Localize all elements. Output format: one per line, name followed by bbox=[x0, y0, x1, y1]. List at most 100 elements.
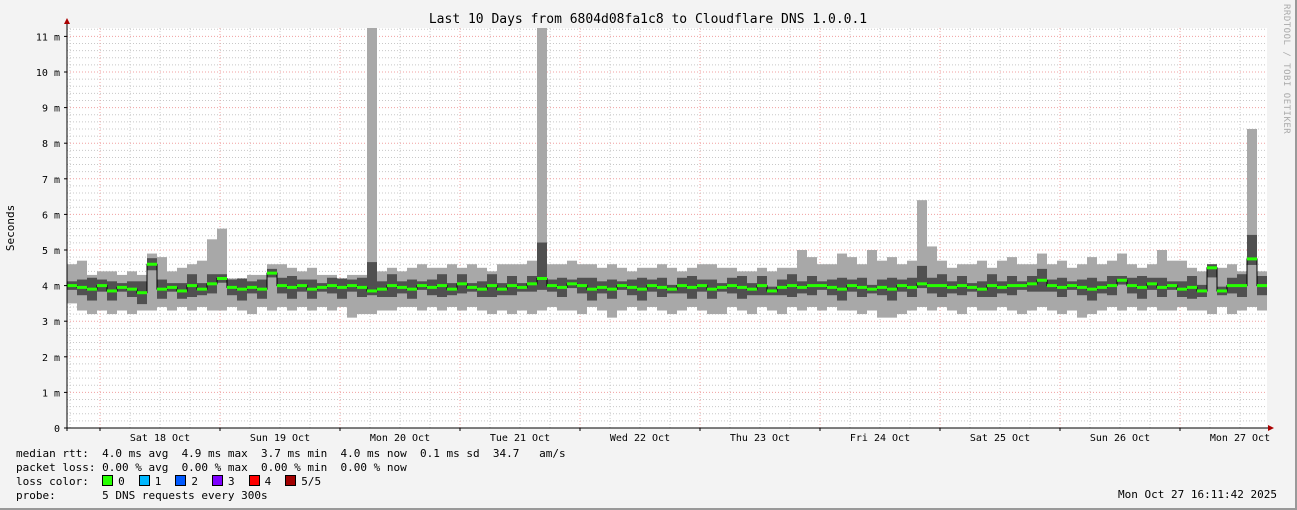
median-point bbox=[827, 285, 837, 289]
median-point bbox=[127, 287, 137, 291]
y-tick-label: 3 m bbox=[42, 317, 60, 328]
median-point bbox=[397, 285, 407, 289]
smoke-band bbox=[537, 28, 547, 311]
x-tick-label: Sat 25 Oct bbox=[970, 433, 1030, 444]
median-point bbox=[1097, 285, 1107, 289]
median-point bbox=[317, 285, 327, 289]
median-point bbox=[857, 285, 867, 289]
median-point bbox=[907, 285, 917, 289]
median-point bbox=[287, 285, 297, 289]
median-point bbox=[457, 282, 467, 286]
median-point bbox=[677, 284, 687, 288]
loss-color-item: 2 bbox=[175, 475, 198, 488]
median-point bbox=[807, 284, 817, 288]
median-point bbox=[517, 285, 527, 289]
median-point bbox=[167, 285, 177, 289]
loss-color-value: 2 bbox=[191, 475, 198, 488]
median-point bbox=[67, 284, 77, 288]
median-point bbox=[957, 284, 967, 288]
median-point bbox=[787, 284, 797, 288]
chart-title: Last 10 Days from 6804d08fa1c8 to Cloudf… bbox=[429, 12, 867, 27]
smoke-band bbox=[367, 28, 377, 315]
median-point bbox=[1107, 284, 1117, 288]
y-axis-arrow bbox=[64, 18, 70, 24]
median-point bbox=[1187, 285, 1197, 289]
median-point bbox=[1147, 282, 1157, 286]
loss-color-swatch bbox=[285, 475, 297, 486]
loss-color-value: 3 bbox=[227, 475, 235, 488]
median-point bbox=[607, 287, 617, 291]
median-point bbox=[737, 285, 747, 289]
median-point bbox=[1007, 284, 1017, 288]
smoke-band bbox=[347, 274, 357, 318]
median-point bbox=[377, 287, 387, 291]
median-point bbox=[1037, 278, 1047, 282]
median-point bbox=[1157, 285, 1167, 289]
median-point bbox=[1207, 266, 1217, 270]
loss-color-value: 5/5 bbox=[301, 475, 322, 488]
median-point bbox=[1137, 285, 1147, 289]
timestamp: Mon Oct 27 16:11:42 2025 bbox=[1118, 488, 1277, 501]
loss-color-swatch bbox=[102, 475, 114, 486]
median-point bbox=[87, 287, 97, 291]
median-point bbox=[597, 285, 607, 289]
x-tick-label: Tue 21 Oct bbox=[490, 433, 550, 444]
median-point bbox=[587, 287, 597, 291]
median-point bbox=[557, 285, 567, 289]
median-point bbox=[1237, 284, 1247, 288]
plot-area bbox=[67, 28, 1267, 428]
median-point bbox=[987, 284, 997, 288]
y-tick-label: 4 m bbox=[42, 282, 60, 293]
median-point bbox=[417, 284, 427, 288]
y-tick-label: 7 m bbox=[42, 175, 60, 186]
loss-color-item: 1 bbox=[138, 475, 161, 488]
smoke-core bbox=[537, 242, 547, 290]
median-point bbox=[1057, 285, 1067, 289]
median-point bbox=[617, 284, 627, 288]
smoke-band bbox=[267, 264, 277, 311]
median-point bbox=[867, 287, 877, 291]
loss-color-item: 3 bbox=[211, 475, 235, 488]
median-point bbox=[967, 285, 977, 289]
median-point bbox=[327, 284, 337, 288]
median-point bbox=[337, 285, 347, 289]
median-point bbox=[177, 289, 187, 293]
median-point bbox=[947, 285, 957, 289]
median-point bbox=[817, 284, 827, 288]
median-point bbox=[1047, 284, 1057, 288]
median-point bbox=[1067, 284, 1077, 288]
median-point bbox=[747, 287, 757, 291]
loss-color-swatch bbox=[138, 475, 150, 486]
packet-loss-stats: packet loss: 0.00 % avg 0.00 % max 0.00 … bbox=[16, 461, 407, 474]
median-point bbox=[667, 287, 677, 291]
median-point bbox=[237, 287, 247, 291]
loss-color-swatch bbox=[175, 475, 187, 486]
median-point bbox=[1257, 284, 1267, 288]
median-point bbox=[77, 285, 87, 289]
median-point bbox=[467, 285, 477, 289]
median-point bbox=[717, 285, 727, 289]
median-point bbox=[507, 284, 517, 288]
median-point bbox=[307, 287, 317, 291]
median-point bbox=[1077, 285, 1087, 289]
median-point bbox=[257, 287, 267, 291]
y-tick-label: 6 m bbox=[42, 210, 60, 221]
median-point bbox=[97, 284, 107, 288]
y-tick-label: 8 m bbox=[42, 139, 60, 150]
x-tick-label: Thu 23 Oct bbox=[730, 433, 790, 444]
median-point bbox=[927, 284, 937, 288]
median-point bbox=[1177, 287, 1187, 291]
median-point bbox=[647, 284, 657, 288]
median-point bbox=[117, 285, 127, 289]
median-point bbox=[1117, 278, 1127, 282]
median-rtt-stats: median rtt: 4.0 ms avg 4.9 ms max 3.7 ms… bbox=[16, 447, 566, 460]
median-point bbox=[567, 282, 577, 286]
median-point bbox=[997, 285, 1007, 289]
y-tick-label: 1 m bbox=[42, 388, 60, 399]
median-point bbox=[917, 282, 927, 286]
loss-color-item: 0 bbox=[102, 475, 125, 488]
median-point bbox=[1027, 282, 1037, 286]
median-point bbox=[767, 289, 777, 293]
median-point bbox=[277, 284, 287, 288]
y-tick-label: 0 bbox=[54, 424, 60, 435]
